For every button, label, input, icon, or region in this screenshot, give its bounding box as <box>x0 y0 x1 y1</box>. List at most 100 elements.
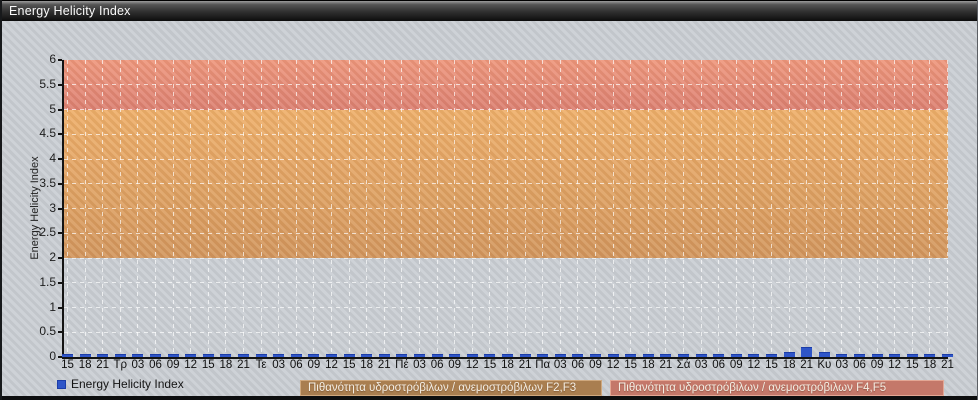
series-bar <box>62 354 73 357</box>
x-tick-label: 21 <box>377 359 391 371</box>
series-label: Energy Helicity Index <box>71 377 184 391</box>
x-tick-label: Πέ <box>395 359 409 371</box>
series-bar <box>150 354 161 357</box>
chart-stage: Energy Helicity Index Energy Helicity In… <box>2 21 977 396</box>
x-tick-label: 03 <box>272 359 286 371</box>
series-bar <box>484 354 496 357</box>
x-tick-label: Τε <box>255 359 267 371</box>
series-bar <box>431 354 443 357</box>
grid-line-v <box>190 60 192 357</box>
series-bar <box>414 354 425 357</box>
grid-line-v <box>559 60 561 357</box>
series-bar <box>185 354 197 357</box>
y-tick-mark <box>58 158 62 160</box>
x-tick-label: 12 <box>465 359 479 371</box>
grid-line-v <box>700 60 702 357</box>
series-bar <box>607 354 619 357</box>
grid-line-h <box>64 208 948 209</box>
series-bar <box>590 354 601 357</box>
x-tick-label: 09 <box>307 359 321 371</box>
grid-line-h <box>64 158 948 160</box>
y-tick-label: 1.5 <box>39 274 56 289</box>
x-tick-label: 12 <box>888 359 902 371</box>
x-tick-label: 18 <box>923 359 937 371</box>
series-bar <box>572 354 584 357</box>
grid-line-v <box>841 60 843 357</box>
y-tick-label: 0.5 <box>39 324 56 339</box>
x-tick-label: 03 <box>835 359 849 371</box>
y-tick-mark <box>58 108 62 111</box>
series-bar <box>625 354 637 357</box>
series-bar <box>695 354 707 357</box>
y-tick-mark <box>58 182 62 185</box>
grid-line-h <box>64 109 948 110</box>
grid-line-v <box>894 60 896 357</box>
x-tick-label: 03 <box>553 359 567 371</box>
grid-line-v <box>454 60 456 357</box>
grid-line-v <box>947 60 948 357</box>
y-tick-label: 6 <box>49 52 56 66</box>
x-tick-label: 15 <box>483 359 497 371</box>
grid-line-v <box>665 60 667 357</box>
x-tick-label: 21 <box>659 359 673 371</box>
x-tick-label: 21 <box>96 359 110 371</box>
y-tick-label: 1 <box>49 299 56 314</box>
x-tick-label: 09 <box>166 359 180 371</box>
grid-line-v <box>119 60 121 357</box>
grid-line-v <box>595 60 596 357</box>
series-bar <box>801 347 813 357</box>
series-bar <box>466 354 478 357</box>
grid-line-v <box>436 60 438 357</box>
y-tick-label: 4.5 <box>39 126 56 141</box>
grid-line-v <box>295 60 297 357</box>
x-tick-label: 06 <box>289 359 303 371</box>
series-bar <box>97 354 109 357</box>
y-tick-mark <box>58 133 62 136</box>
grid-line-v <box>383 60 385 357</box>
x-tick-label: 03 <box>694 359 708 371</box>
x-tick-label: 21 <box>237 359 250 371</box>
grid-line-h <box>64 257 948 259</box>
series-bar <box>343 354 355 357</box>
series-bar <box>378 354 390 357</box>
y-tick-mark <box>58 83 62 86</box>
series-bar <box>942 354 953 357</box>
series-bar <box>273 354 285 357</box>
grid-line-v <box>542 60 544 357</box>
x-tick-label: 18 <box>782 359 796 371</box>
grid-line-v <box>753 60 755 357</box>
grid-line-v <box>207 60 209 357</box>
x-tick-label: Τρ <box>113 359 128 371</box>
y-tick-mark <box>58 257 62 259</box>
x-tick-label: 15 <box>624 359 638 371</box>
plot-area <box>62 60 953 359</box>
grid-line-v <box>929 60 931 357</box>
x-tick-label: Σά <box>676 359 691 371</box>
series-bar <box>660 354 672 357</box>
x-tick-label: 12 <box>747 359 761 371</box>
x-tick-label: 18 <box>78 359 92 371</box>
series-bar <box>906 354 918 357</box>
series-bar <box>889 354 901 357</box>
x-tick-label: 06 <box>149 359 162 371</box>
y-tick-label: 4 <box>49 151 56 165</box>
x-tick-label: 12 <box>184 359 198 371</box>
y-tick-mark <box>58 281 62 284</box>
series-bar <box>114 354 126 357</box>
legend-zone-f2f3: Πιθανότητα υδροστρόβιλων / ανεμοστρόβιλω… <box>300 380 602 396</box>
series-bar <box>396 354 408 357</box>
grid-line-v <box>155 60 156 357</box>
grid-line-v <box>507 60 508 357</box>
series-bar <box>924 354 936 357</box>
title-bar: Energy Helicity Index <box>2 0 977 21</box>
grid-line-v <box>172 60 174 357</box>
y-tick-label: 3 <box>49 200 56 215</box>
y-tick-label: 2.5 <box>39 225 56 240</box>
grid-line-v <box>911 60 913 357</box>
x-tick-label: 03 <box>131 359 145 371</box>
grid-line-v <box>735 60 737 357</box>
series-bar <box>449 354 461 357</box>
series-bar <box>502 354 513 357</box>
grid-line-v <box>771 60 772 357</box>
series-bar <box>871 354 883 357</box>
